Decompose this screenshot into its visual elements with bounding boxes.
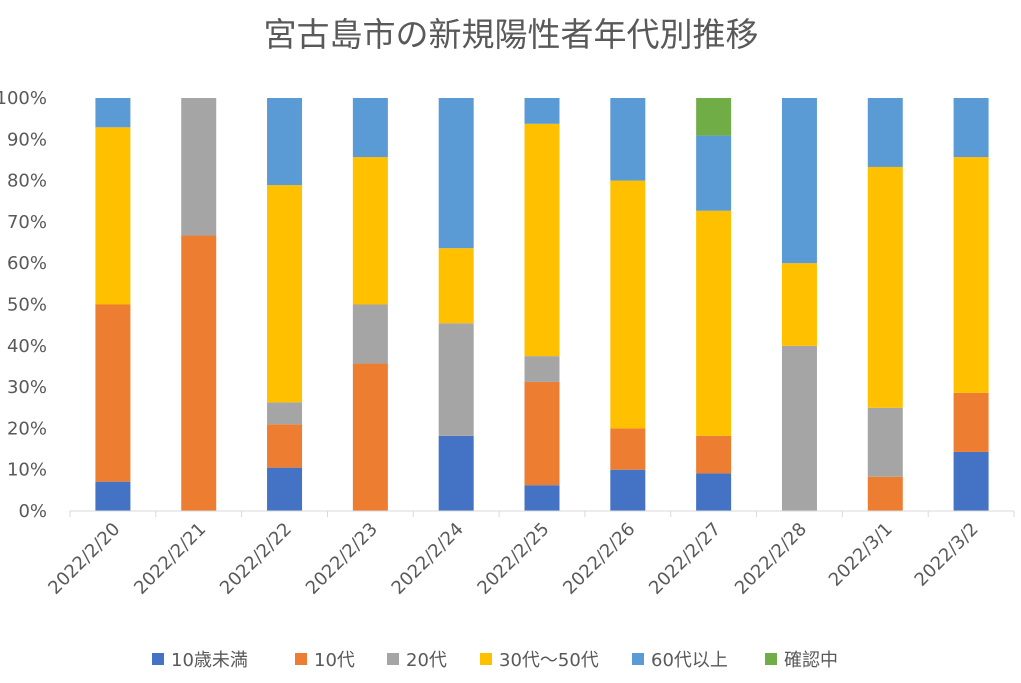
legend-label: 10代 <box>314 650 355 671</box>
bar-segment <box>95 98 131 128</box>
bar-segment <box>524 381 560 486</box>
legend-label: 確認中 <box>784 650 838 671</box>
bar-segment <box>867 407 903 477</box>
y-tick-label: 100% <box>0 88 47 109</box>
bar-segment <box>524 356 560 382</box>
bar-segment <box>524 123 560 357</box>
bar-segment <box>953 98 989 158</box>
bar-segment <box>181 235 217 512</box>
bar-segment <box>867 98 903 167</box>
bar-segment <box>352 304 388 364</box>
x-tick-label: 2022/3/1 <box>825 519 897 591</box>
bar-segment <box>438 98 474 249</box>
bar-segment <box>438 248 474 324</box>
legend-swatch <box>387 653 399 665</box>
legend-label: 30代〜50代 <box>499 650 599 671</box>
x-tick-label: 2022/3/2 <box>911 519 983 591</box>
bar-segment <box>696 435 732 474</box>
bar-segment <box>352 98 388 158</box>
x-tick-label: 2022/2/25 <box>473 519 553 599</box>
y-tick-label: 20% <box>7 418 47 439</box>
bar-segment <box>953 157 989 393</box>
x-tick-label: 2022/2/20 <box>44 519 124 599</box>
bar-segment <box>438 435 474 511</box>
legend-swatch <box>152 653 164 665</box>
x-tick-label: 2022/2/26 <box>559 519 639 599</box>
bar-segment <box>867 476 903 511</box>
bar-segment <box>696 98 732 136</box>
bar-segment <box>781 263 817 346</box>
x-tick-label: 2022/2/24 <box>388 519 468 599</box>
bar-segment <box>267 424 303 468</box>
bar-segment <box>95 481 131 511</box>
bar-segment <box>267 98 303 186</box>
legend-swatch <box>632 653 644 665</box>
bar-segment <box>953 451 989 511</box>
x-tick-label: 2022/2/23 <box>302 519 382 599</box>
legend-label: 60代以上 <box>651 650 728 671</box>
bar-segment <box>781 345 817 511</box>
bar-segment <box>95 127 131 305</box>
bar-segment <box>610 98 646 181</box>
bar-segment <box>610 428 646 470</box>
x-tick-label: 2022/2/22 <box>216 519 296 599</box>
bar-segment <box>95 304 131 482</box>
bar-segment <box>696 135 732 211</box>
x-tick-label: 2022/2/21 <box>130 519 210 599</box>
bar-segment <box>953 392 989 452</box>
bar-segment <box>524 98 560 124</box>
chart-title: 宮古島市の新規陽性者年代別推移 <box>264 15 759 54</box>
x-tick-label: 2022/2/27 <box>645 519 725 599</box>
bar-segment <box>696 210 732 436</box>
y-tick-label: 50% <box>7 295 47 316</box>
bar-segment <box>696 473 732 511</box>
bar-segment <box>781 98 817 264</box>
bar-segment <box>352 363 388 511</box>
bar-segment <box>610 469 646 511</box>
legend-swatch <box>295 653 307 665</box>
bar-segment <box>267 467 303 511</box>
bar-segment <box>438 323 474 436</box>
bar-segment <box>610 180 646 429</box>
legend-swatch <box>765 653 777 665</box>
bar-segment <box>267 185 303 403</box>
legend-swatch <box>480 653 492 665</box>
y-tick-label: 30% <box>7 377 47 398</box>
legend-label: 20代 <box>406 650 447 671</box>
y-tick-label: 10% <box>7 460 47 481</box>
y-tick-label: 80% <box>7 171 47 192</box>
y-tick-label: 0% <box>18 501 47 522</box>
legend-label: 10歳未満 <box>171 650 248 671</box>
bar-segment <box>352 157 388 305</box>
bar-segment <box>181 98 217 236</box>
x-tick-label: 2022/2/28 <box>731 519 811 599</box>
bar-segment <box>267 402 303 425</box>
y-tick-label: 40% <box>7 336 47 357</box>
y-tick-label: 60% <box>7 253 47 274</box>
bar-segment <box>524 485 560 511</box>
y-tick-label: 90% <box>7 129 47 150</box>
bar-segment <box>867 166 903 408</box>
y-tick-label: 70% <box>7 212 47 233</box>
